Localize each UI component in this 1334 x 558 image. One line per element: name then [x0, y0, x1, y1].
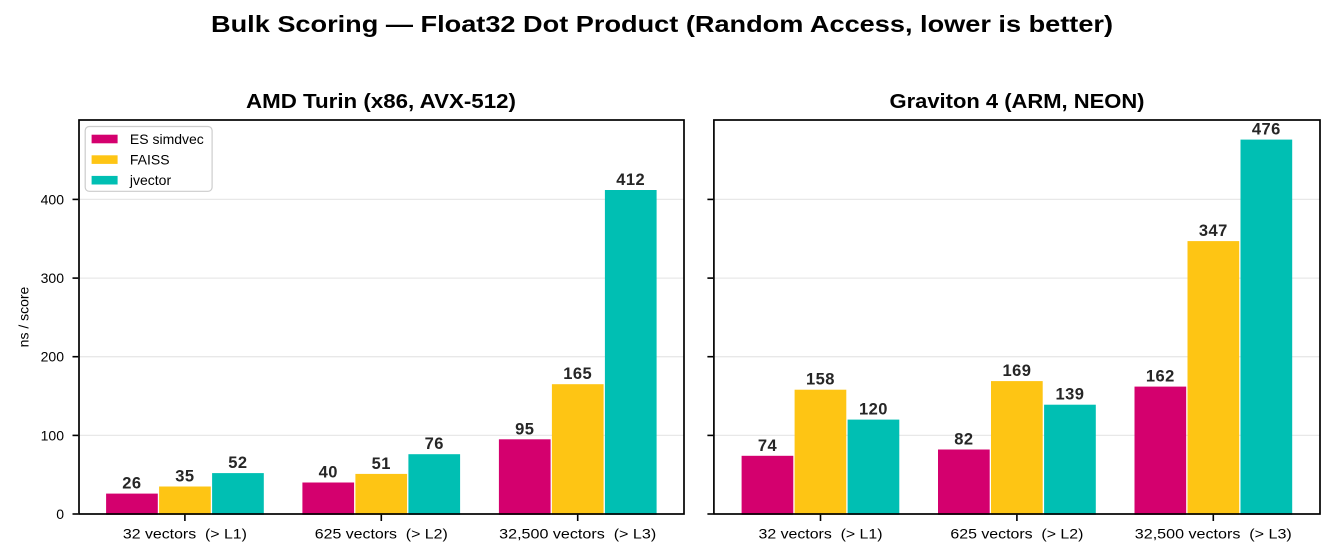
svg-text:400: 400: [41, 191, 65, 207]
svg-text:162: 162: [1146, 368, 1175, 386]
svg-text:AMD Turin (x86, AVX-512): AMD Turin (x86, AVX-512): [246, 91, 516, 113]
svg-text:412: 412: [616, 171, 645, 189]
svg-text:32 vectors (> L1): 32 vectors (> L1): [123, 526, 247, 542]
svg-text:165: 165: [563, 365, 592, 383]
svg-text:FAISS: FAISS: [130, 152, 170, 168]
svg-text:32,500 vectors (> L3): 32,500 vectors (> L3): [1135, 526, 1292, 542]
svg-text:347: 347: [1199, 222, 1228, 240]
svg-text:476: 476: [1252, 121, 1281, 139]
svg-text:35: 35: [175, 468, 194, 486]
svg-text:95: 95: [515, 420, 534, 438]
svg-text:Graviton 4 (ARM, NEON): Graviton 4 (ARM, NEON): [890, 91, 1145, 113]
svg-text:139: 139: [1055, 386, 1084, 404]
svg-text:Bulk Scoring — Float32 Dot Pro: Bulk Scoring — Float32 Dot Product (Rand…: [211, 11, 1113, 37]
svg-text:51: 51: [372, 455, 391, 473]
svg-text:52: 52: [228, 454, 247, 472]
svg-text:158: 158: [806, 371, 835, 389]
svg-text:40: 40: [319, 464, 338, 482]
svg-text:169: 169: [1002, 362, 1031, 380]
svg-text:300: 300: [41, 270, 65, 286]
svg-text:0: 0: [56, 506, 64, 522]
svg-text:74: 74: [758, 437, 778, 455]
svg-text:100: 100: [41, 427, 65, 443]
svg-text:625 vectors (> L2): 625 vectors (> L2): [950, 526, 1083, 542]
svg-text:76: 76: [425, 435, 444, 453]
svg-text:ns / score: ns / score: [16, 286, 32, 347]
svg-text:32,500 vectors (> L3): 32,500 vectors (> L3): [499, 526, 656, 542]
svg-text:32 vectors (> L1): 32 vectors (> L1): [759, 526, 883, 542]
svg-text:jvector: jvector: [129, 172, 172, 188]
svg-text:625 vectors (> L2): 625 vectors (> L2): [315, 526, 448, 542]
svg-text:200: 200: [41, 349, 65, 365]
svg-text:120: 120: [859, 401, 888, 419]
svg-text:26: 26: [122, 475, 141, 493]
svg-text:82: 82: [954, 431, 973, 449]
svg-text:ES simdvec: ES simdvec: [130, 131, 204, 147]
